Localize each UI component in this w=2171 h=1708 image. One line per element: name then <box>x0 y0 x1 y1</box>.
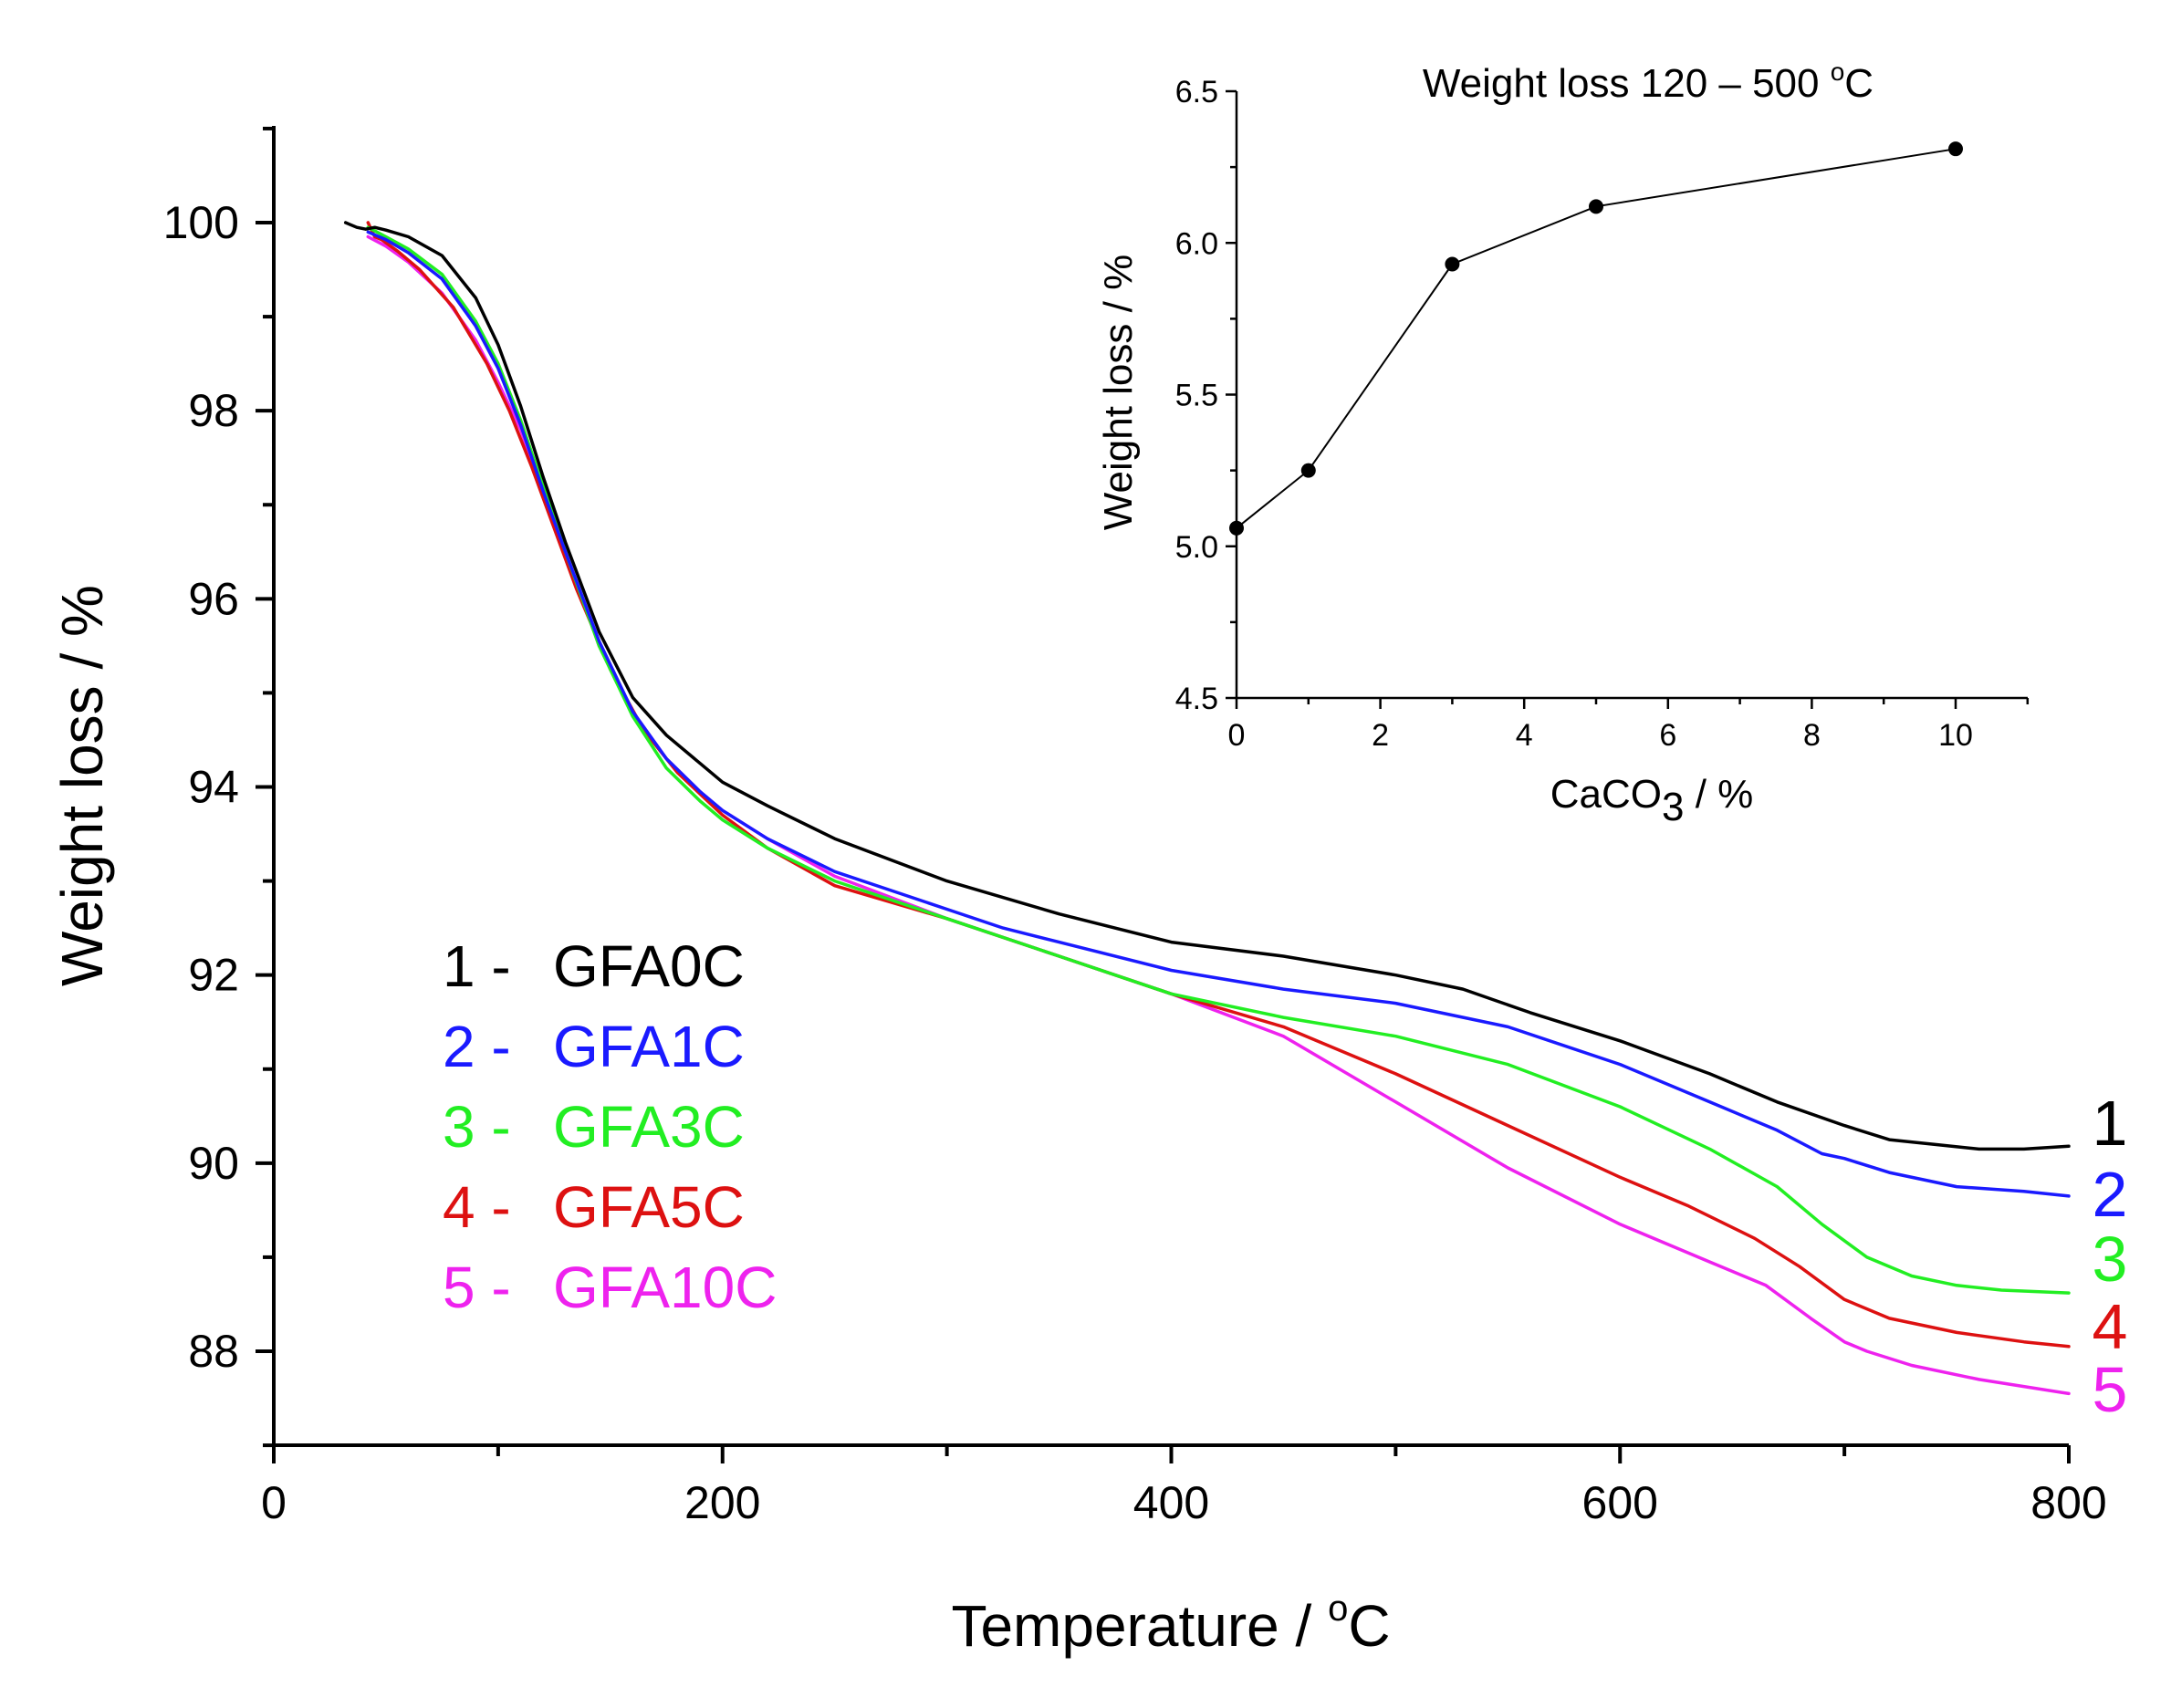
inset-title: Weight loss 120 – 500 oC <box>1423 57 1874 106</box>
main-x-tick-label: 600 <box>1582 1477 1658 1528</box>
main-legend: 1 - GFA0C 2 - GFA1C 3 - GFA3C 4 - GFA5C 5 - GFA10… <box>443 933 777 1320</box>
legend-prefix-1: 1 - <box>443 933 511 999</box>
inset-data-point <box>1589 199 1603 214</box>
series-line-GFA1C <box>366 230 2071 1198</box>
inset-x-axis-subscript: 3 <box>1662 785 1684 829</box>
series-line-GFA3C <box>366 225 2071 1295</box>
main-x-axis-unit: C <box>1348 1593 1390 1659</box>
inset-title-degree: o <box>1831 57 1845 86</box>
inset-x-axis-title-text: CaCO <box>1550 772 1662 817</box>
inset-y-tick-label: 6.5 <box>1175 75 1218 109</box>
main-y-tick-label: 88 <box>188 1326 239 1377</box>
inset-y-axis-title: Weight loss / % <box>1096 255 1141 530</box>
main-x-tick-label: 200 <box>684 1477 760 1528</box>
inset-x-axis-unit: / % <box>1684 772 1753 817</box>
inset-x-tick-label: 0 <box>1228 718 1246 753</box>
legend-prefix-3: 3 - <box>443 1094 511 1160</box>
series-line-GFA10C <box>366 234 2071 1396</box>
inset-ticks-group: 0 2 4 6 8 10 4.5 5.0 5.5 6.0 6.5 <box>1175 75 2030 753</box>
inset-chart: 0 2 4 6 8 10 4.5 5.0 5.5 6.0 6.5 Weight loss 120 –… <box>1096 57 2030 829</box>
inset-y-tick-label: 5.5 <box>1175 379 1218 413</box>
inset-x-tick-label: 6 <box>1659 718 1676 753</box>
main-x-tick-label: 0 <box>261 1477 287 1528</box>
main-y-tick-label: 94 <box>188 762 239 813</box>
main-x-axis-degree: o <box>1328 1588 1348 1629</box>
legend-prefix-5: 5 - <box>443 1255 511 1320</box>
series-line-GFA5C <box>366 221 2071 1349</box>
main-y-axis-title: Weight loss / % <box>49 585 115 986</box>
inset-series-group <box>1229 141 1963 536</box>
main-x-axis-title: Temperature / oC <box>951 1588 1390 1659</box>
main-y-tick-label: 92 <box>188 950 239 1001</box>
inset-data-point <box>1948 141 1963 157</box>
inset-x-tick-label: 10 <box>1938 718 1973 753</box>
main-y-tick-label: 100 <box>163 197 239 248</box>
inset-data-point <box>1445 256 1460 272</box>
main-x-tick-label: 800 <box>2030 1477 2106 1528</box>
inset-title-unit: C <box>1844 61 1874 106</box>
inset-title-text: Weight loss 120 – 500 <box>1423 61 1831 106</box>
main-y-tick-label: 96 <box>188 573 239 624</box>
inset-y-tick-label: 4.5 <box>1175 682 1218 716</box>
main-x-axis-title-text: Temperature / <box>951 1593 1328 1659</box>
legend-prefix-2: 2 - <box>443 1014 511 1079</box>
legend-prefix-4: 4 - <box>443 1174 511 1240</box>
legend-label-2: GFA1C <box>553 1014 745 1079</box>
inset-data-point <box>1300 463 1316 478</box>
legend-label-1: GFA0C <box>553 933 745 999</box>
inset-x-tick-label: 2 <box>1372 718 1389 753</box>
legend-label-4: GFA5C <box>553 1174 745 1240</box>
end-label-3: 3 <box>2093 1224 2128 1295</box>
main-x-tick-label: 400 <box>1133 1477 1209 1528</box>
end-label-2: 2 <box>2093 1159 2128 1230</box>
inset-data-point <box>1229 520 1244 536</box>
legend-label-5: GFA10C <box>553 1255 777 1320</box>
end-label-1: 1 <box>2093 1088 2128 1159</box>
main-y-tick-label: 90 <box>188 1138 239 1189</box>
legend-label-3: GFA3C <box>553 1094 745 1160</box>
inset-y-tick-label: 5.0 <box>1175 530 1218 565</box>
inset-x-tick-label: 8 <box>1803 718 1821 753</box>
main-series-group <box>343 221 2071 1396</box>
end-label-5: 5 <box>2093 1354 2128 1425</box>
inset-x-tick-label: 4 <box>1516 718 1533 753</box>
inset-y-tick-label: 6.0 <box>1175 226 1218 261</box>
series-line-GFA0C <box>343 221 2071 1151</box>
main-y-tick-label: 98 <box>188 385 239 436</box>
end-label-4: 4 <box>2093 1291 2128 1362</box>
inset-x-axis-title: CaCO3 / % <box>1550 772 1754 829</box>
